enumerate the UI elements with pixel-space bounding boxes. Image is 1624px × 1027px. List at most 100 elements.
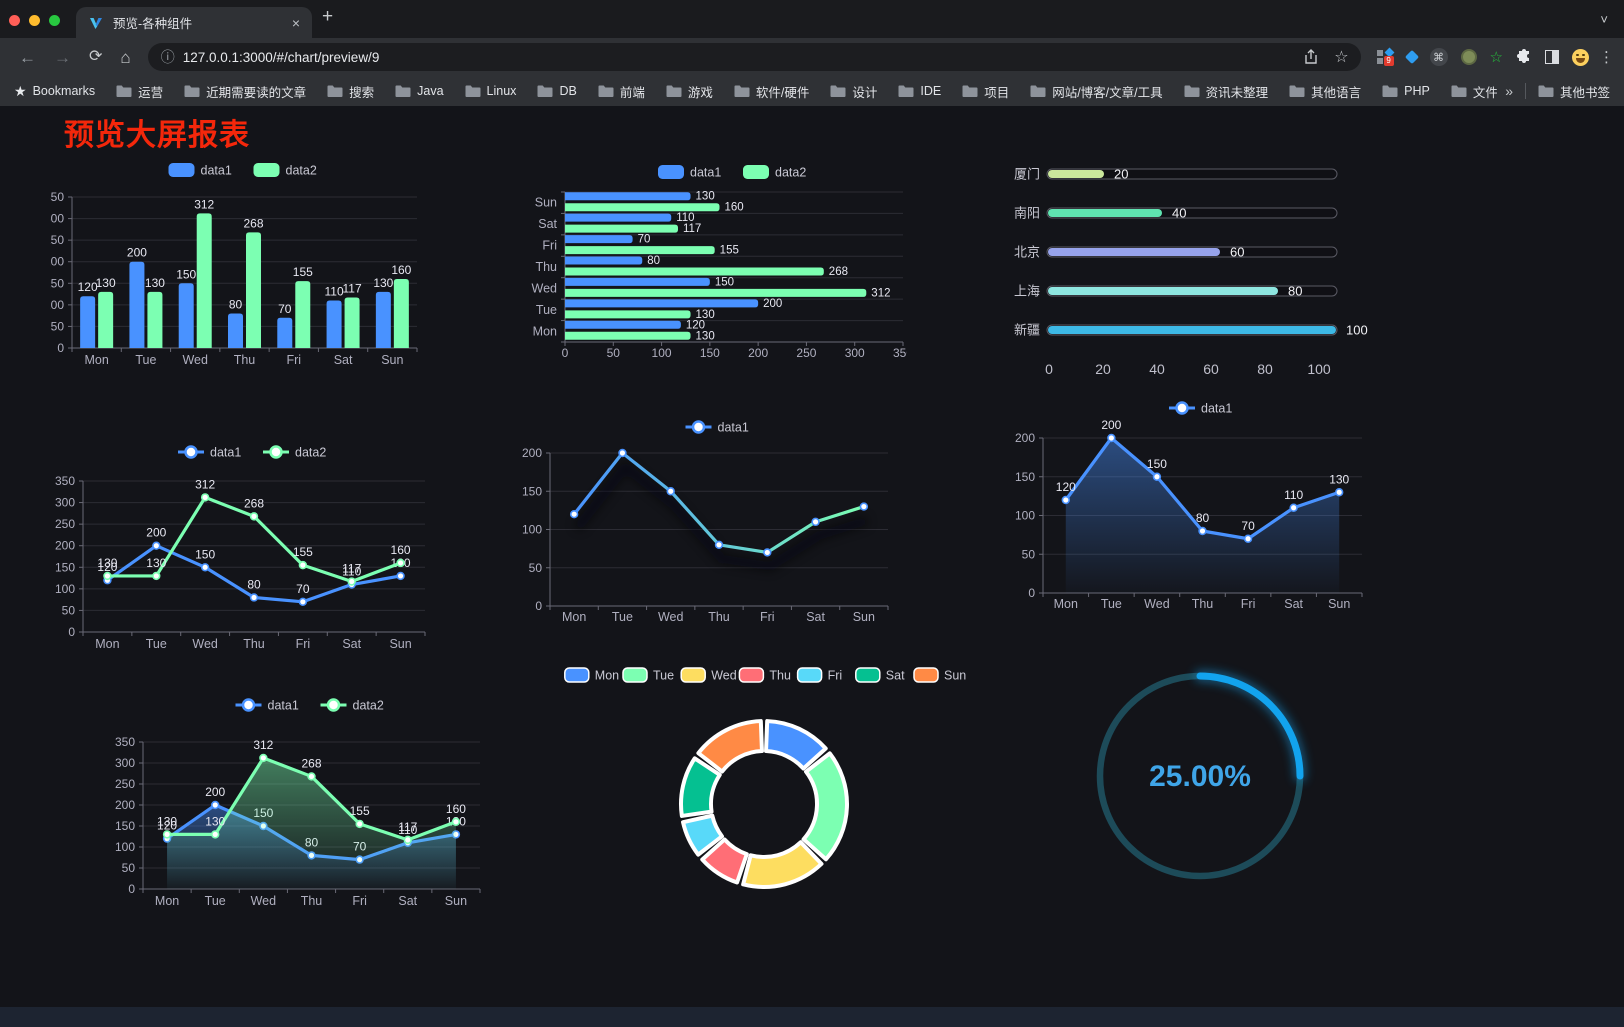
address-bar[interactable]: ⓘ 127.0.0.1:3000/#/chart/preview/9 ☆: [147, 43, 1361, 71]
svg-text:268: 268: [243, 216, 263, 230]
svg-text:350: 350: [55, 474, 75, 488]
svg-text:110: 110: [325, 285, 344, 299]
bookmark-folder[interactable]: 软件/硬件: [734, 82, 809, 101]
tab-strip: 预览-各种组件 × + ˅: [0, 0, 1624, 38]
bookmark-folder[interactable]: IDE: [898, 84, 941, 98]
footer-strip: [0, 1007, 1624, 1027]
bookmark-folder[interactable]: 项目: [962, 82, 1009, 101]
svg-text:Tue: Tue: [536, 303, 557, 317]
svg-text:150: 150: [522, 484, 542, 498]
other-bookmarks-folder[interactable]: 其他书签: [1538, 82, 1610, 101]
svg-text:160: 160: [725, 202, 744, 214]
bookmark-folder[interactable]: 其他语言: [1289, 82, 1361, 101]
svg-text:200: 200: [146, 526, 166, 540]
svg-text:312: 312: [195, 477, 215, 491]
chart-grouped-bar-horizontal[interactable]: 0 50 100 150 200 250 300 350 Sun Sat Fri Thu Wed Tue M…: [505, 152, 907, 367]
bookmarks-root[interactable]: ★ Bookmarks: [14, 83, 95, 100]
svg-text:data1: data1: [201, 164, 232, 178]
bookmark-folder[interactable]: 搜索: [327, 82, 374, 101]
tab-close-icon[interactable]: ×: [291, 14, 300, 31]
svg-text:data2: data2: [775, 166, 806, 180]
tab-manager-extension-icon[interactable]: 9: [1376, 47, 1394, 66]
svg-text:300: 300: [55, 496, 75, 510]
svg-text:Sun: Sun: [853, 610, 875, 624]
forward-icon[interactable]: →: [54, 47, 71, 67]
svg-text:Fri: Fri: [542, 239, 557, 253]
bookmark-folder-label: 项目: [984, 85, 1010, 100]
bookmark-folder[interactable]: Java: [395, 84, 444, 98]
close-window-button[interactable]: [9, 15, 20, 26]
svg-text:110: 110: [676, 212, 694, 224]
bookmark-folder[interactable]: 近期需要读的文章: [184, 82, 306, 101]
chart-line-gradient[interactable]: 0 50 100 150 200 Mon Tue Wed Thu Fri Sat Sun data1: [510, 402, 892, 626]
svg-text:Wed: Wed: [1144, 597, 1170, 611]
svg-text:40: 40: [1172, 206, 1186, 221]
green-star-extension-icon[interactable]: ☆: [1489, 48, 1503, 66]
extensions-puzzle-icon[interactable]: [1516, 49, 1532, 65]
bookmark-folder[interactable]: DB: [537, 84, 577, 98]
tab-search-chevron-icon[interactable]: ˅: [1600, 12, 1608, 27]
url-text[interactable]: 127.0.0.1:3000/#/chart/preview/9: [182, 49, 380, 65]
svg-text:data1: data1: [268, 699, 299, 713]
minimize-window-button[interactable]: [29, 15, 40, 26]
bookmark-folder[interactable]: 前端: [598, 82, 645, 101]
dark-mode-extension-icon[interactable]: [1545, 50, 1559, 64]
bookmark-folder[interactable]: PHP: [1382, 84, 1430, 98]
bookmark-folder[interactable]: 运营: [116, 82, 163, 101]
svg-text:Mon: Mon: [533, 324, 557, 338]
bookmark-star-icon[interactable]: ☆: [1334, 49, 1349, 66]
bookmarks-overflow-chevron[interactable]: »: [1505, 83, 1513, 99]
page-info-icon[interactable]: ⓘ: [160, 49, 175, 65]
svg-text:130: 130: [696, 309, 715, 321]
bookmark-folder[interactable]: 文件服务器: [1451, 82, 1497, 101]
svg-text:Mon: Mon: [1054, 597, 1078, 611]
svg-text:350: 350: [893, 346, 907, 360]
share-icon[interactable]: [1304, 49, 1318, 65]
bookmark-folder[interactable]: 设计: [830, 82, 877, 101]
svg-text:130: 130: [1329, 472, 1349, 486]
maximize-window-button[interactable]: [49, 15, 60, 26]
svg-text:厦门: 厦门: [1014, 167, 1040, 182]
svg-text:130: 130: [97, 556, 117, 570]
chart-area-single[interactable]: 0 50 100 150 200 Mon Tue Wed Thu Fri Sat Sun 120 200 1…: [985, 392, 1372, 614]
chart-city-progress-bars[interactable]: 厦门 20 南阳 40 北京 60 上海 80 新疆 100 0 20 40 60 80 100: [1000, 158, 1372, 384]
svg-text:Sun: Sun: [1328, 597, 1350, 611]
svg-text:Sat: Sat: [1284, 597, 1303, 611]
chart-line-two-series[interactable]: 0 50 100 150 200 250 300 350 Mon Tue Wed Thu Fri Sat S…: [48, 428, 468, 656]
svg-text:150: 150: [700, 346, 720, 360]
green-circle-extension-icon[interactable]: [1460, 49, 1477, 65]
svg-text:Thu: Thu: [234, 353, 256, 367]
chart-percent-gauge[interactable]: 25.00%: [1080, 655, 1320, 900]
chart-grouped-bar-vertical[interactable]: 0 50 100 150 200 250 300 350 Mon Tue Wed Thu Fri Sat S…: [50, 152, 454, 374]
svg-text:155: 155: [720, 245, 739, 257]
bookmark-folder[interactable]: 游戏: [666, 82, 713, 101]
bookmark-folder[interactable]: 资讯未整理: [1184, 82, 1268, 101]
folder-icon: [1289, 85, 1305, 97]
profile-avatar-emoji[interactable]: [1572, 48, 1589, 66]
back-icon[interactable]: ←: [19, 47, 36, 67]
bookmark-folder-label: 其他语言: [1311, 85, 1362, 100]
browser-tab[interactable]: 预览-各种组件 ×: [76, 7, 312, 38]
svg-text:120: 120: [97, 560, 117, 574]
svg-text:Fri: Fri: [760, 610, 775, 624]
svg-text:25.00%: 25.00%: [1149, 760, 1251, 793]
home-icon[interactable]: ⌂: [120, 47, 131, 67]
svg-text:80: 80: [647, 255, 660, 267]
svg-text:上海: 上海: [1014, 284, 1040, 299]
svg-text:Fri: Fri: [828, 669, 843, 683]
bookmark-folder[interactable]: 网站/博客/文章/工具: [1030, 82, 1163, 101]
blue-gem-extension-icon[interactable]: [1404, 49, 1419, 65]
menu-dots-icon[interactable]: ⋮: [1599, 49, 1614, 66]
window-controls[interactable]: [9, 15, 60, 26]
bookmarks-bar: ★ Bookmarks 运营 近期需要读的文章 搜索 Java Linux DB 前端 游戏 软…: [0, 76, 1624, 106]
bookmark-folder[interactable]: Linux: [465, 84, 516, 98]
chart-line-area-two-series[interactable]: 0 50 100 150 200 250 300 350 Mon Tue Wed Thu Fri Sat S…: [105, 685, 525, 913]
svg-text:117: 117: [398, 820, 417, 834]
svg-text:Mon: Mon: [155, 894, 179, 908]
new-tab-button[interactable]: +: [322, 6, 334, 27]
svg-text:100: 100: [652, 346, 672, 360]
command-extension-icon[interactable]: ⌘: [1429, 48, 1448, 66]
svg-text:Fri: Fri: [286, 353, 301, 367]
chart-donut-pie[interactable]: Mon Tue Wed Thu Fri Sat Sun: [560, 655, 970, 900]
reload-icon[interactable]: ⟳: [89, 48, 103, 65]
